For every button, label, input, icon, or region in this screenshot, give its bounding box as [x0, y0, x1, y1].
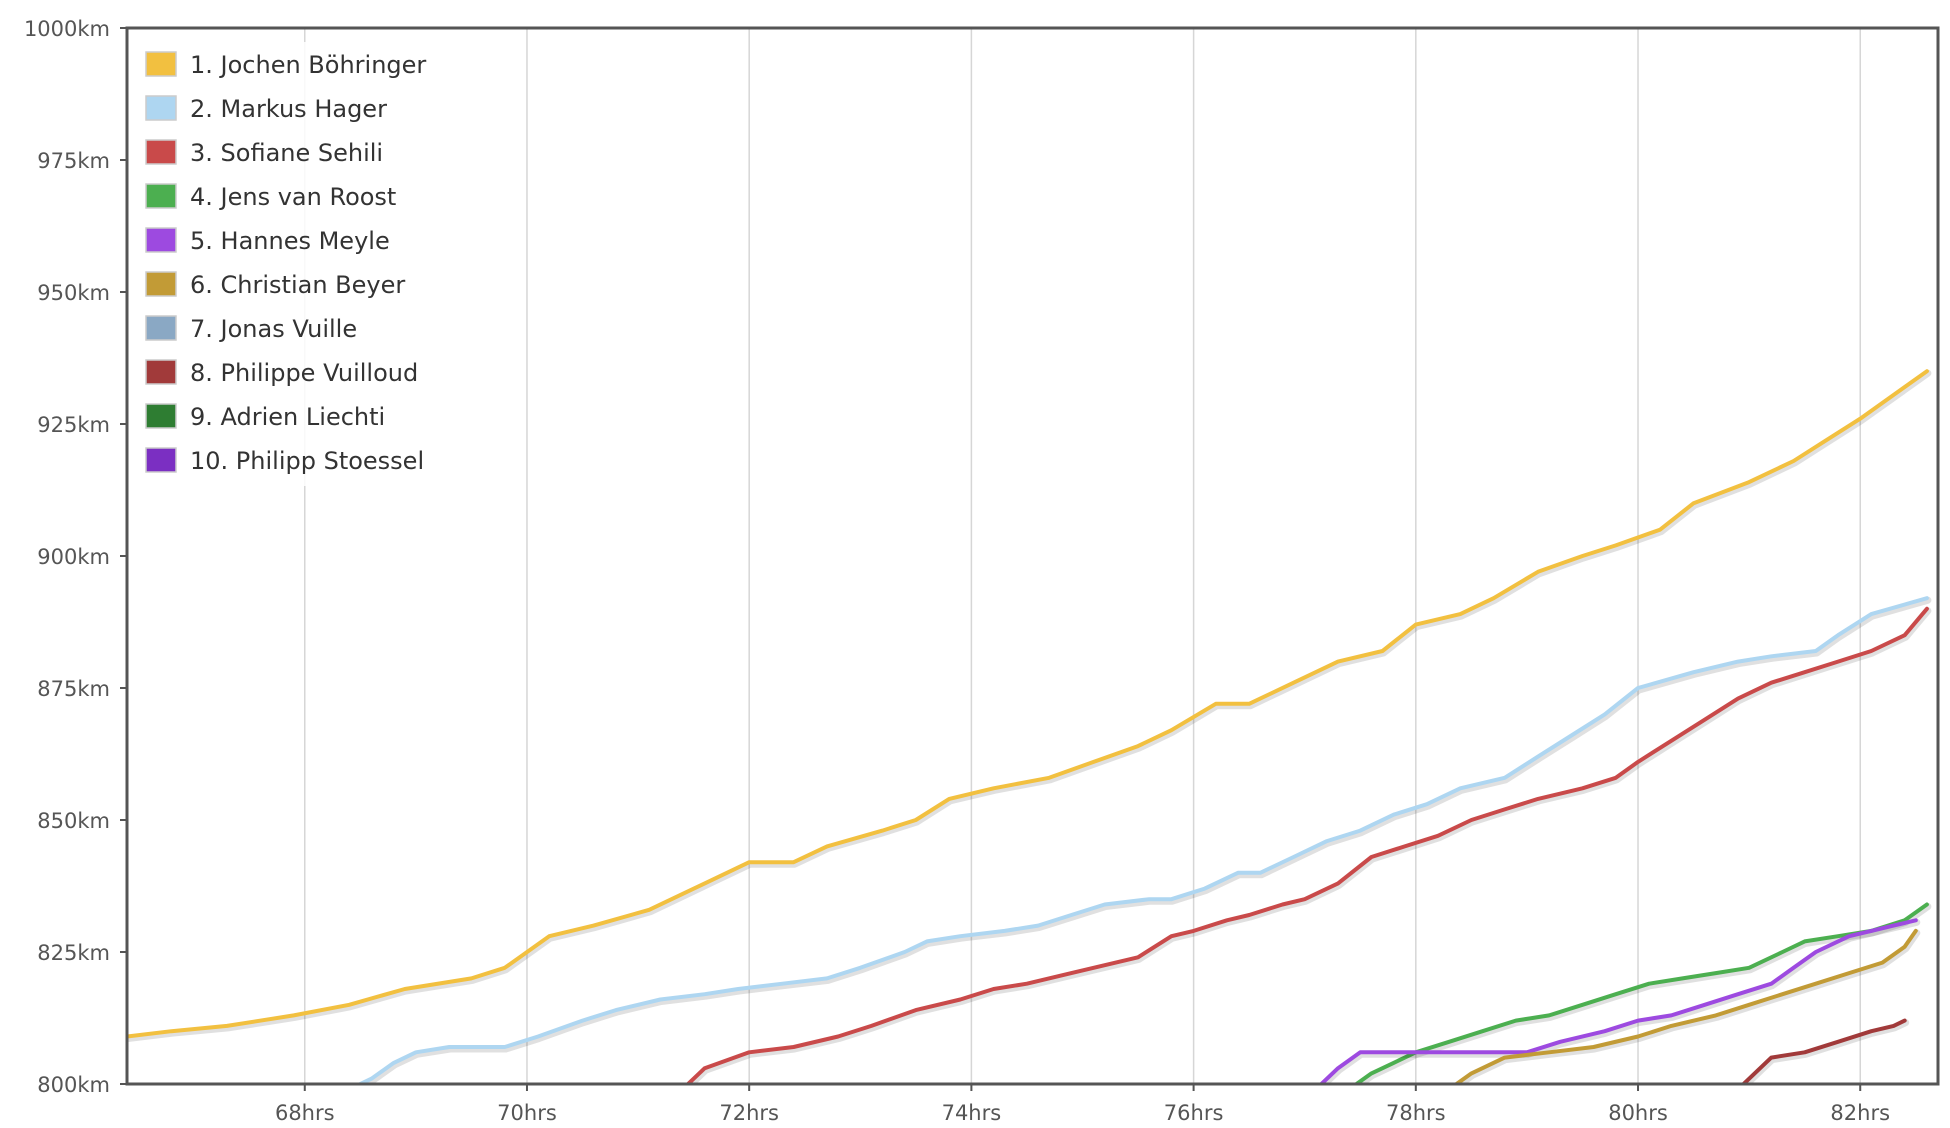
legend-swatch	[145, 95, 177, 121]
legend-swatch	[145, 359, 177, 385]
x-tick-label: 72hrs	[719, 1101, 779, 1125]
x-tick-label: 74hrs	[942, 1101, 1002, 1125]
x-tick-label: 80hrs	[1608, 1101, 1668, 1125]
legend-label: 9. Adrien Liechti	[190, 403, 385, 431]
legend-swatch	[145, 183, 177, 209]
series-shadow-8	[1741, 1019, 1910, 1084]
y-tick-label: 900km	[37, 545, 110, 569]
series-layer	[127, 369, 1932, 1084]
legend-swatch	[145, 51, 177, 77]
legend-label: 6. Christian Beyer	[190, 271, 405, 299]
legend-swatch	[145, 271, 177, 297]
series-shadow-3	[686, 607, 1932, 1084]
legend-label: 10. Philipp Stoessel	[190, 447, 424, 475]
x-tick-label: 68hrs	[275, 1101, 335, 1125]
legend-label: 7. Jonas Vuille	[190, 315, 357, 343]
series-line-2	[355, 596, 1929, 1084]
legend-label: 5. Hannes Meyle	[190, 227, 390, 255]
legend: 1. Jochen Böhringer 2. Markus Hager 3. Sof…	[138, 42, 428, 486]
legend-swatch	[145, 227, 177, 253]
legend-label: 3. Sofiane Sehili	[190, 139, 383, 167]
y-tick-label: 800km	[37, 1073, 110, 1097]
series-shadow-1	[127, 369, 1932, 1042]
legend-swatch	[145, 447, 177, 473]
legend-swatch	[145, 403, 177, 429]
series-shadow-6	[1454, 929, 1921, 1084]
legend-label: 8. Philippe Vuilloud	[190, 359, 418, 387]
y-tick-label: 1000km	[24, 17, 110, 41]
legend-label: 4. Jens van Roost	[190, 183, 396, 211]
legend-label: 1. Jochen Böhringer	[190, 51, 426, 79]
series-line-8	[1740, 1018, 1907, 1084]
x-tick-label: 76hrs	[1164, 1101, 1224, 1125]
y-tick-label: 925km	[37, 413, 110, 437]
x-tick-label: 82hrs	[1830, 1101, 1890, 1125]
legend-background	[138, 42, 428, 486]
legend-swatch	[145, 139, 177, 165]
x-tick-label: 70hrs	[497, 1101, 557, 1125]
y-axis-ticks: 800km 825km 850km 875km 900km 925km 950km 975km…	[24, 17, 127, 1097]
y-tick-label: 950km	[37, 281, 110, 305]
series-line-5	[1318, 918, 1918, 1084]
x-tick-label: 78hrs	[1386, 1101, 1446, 1125]
series-line-1	[127, 369, 1929, 1039]
legend-swatch	[145, 315, 177, 341]
series-line-6	[1453, 928, 1918, 1084]
y-tick-label: 825km	[37, 941, 110, 965]
y-tick-label: 850km	[37, 809, 110, 833]
y-tick-label: 875km	[37, 677, 110, 701]
series-line-3	[685, 606, 1929, 1084]
y-tick-label: 975km	[37, 149, 110, 173]
legend-label: 2. Markus Hager	[190, 95, 387, 123]
x-axis-ticks: 68hrs 70hrs 72hrs 74hrs 76hrs 78hrs 80hrs 82hrs	[275, 1084, 1890, 1125]
